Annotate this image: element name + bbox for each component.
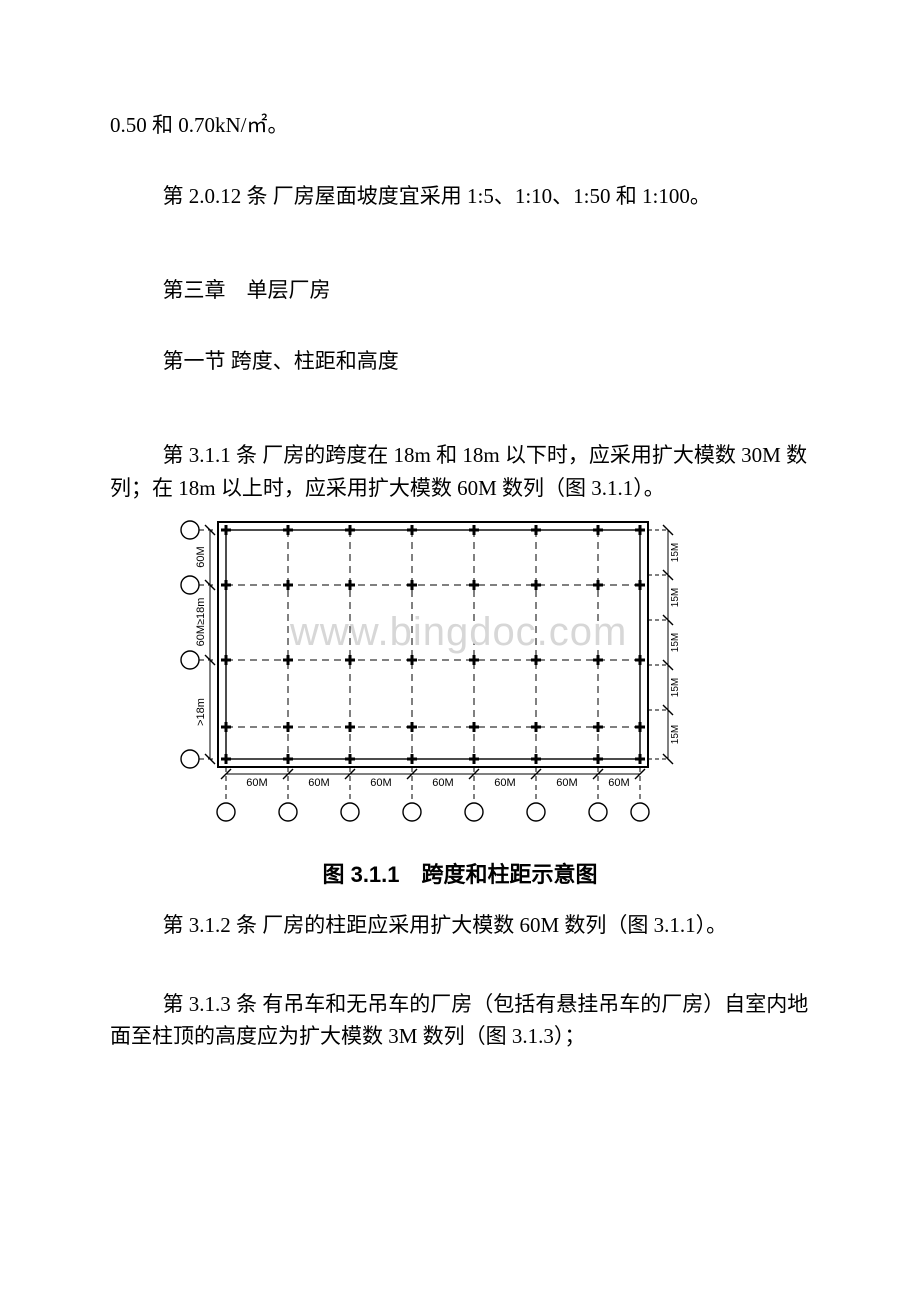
svg-text:15M: 15M <box>670 588 681 607</box>
span-diagram-svg: 60M 60M≥18m >18m 15M 15M 15M 15M 15M 60M 60M 60M 60… <box>148 512 688 842</box>
svg-text:60M: 60M <box>556 777 577 789</box>
svg-text:60M: 60M <box>308 777 329 789</box>
continuation-line: 0.50 和 0.70kN/㎡。 <box>110 110 810 142</box>
svg-text:60M: 60M <box>195 547 207 568</box>
chapter-3-title: 第三章 单层厂房 <box>110 274 810 307</box>
clause-3-1-1: 第 3.1.1 条 厂房的跨度在 18m 和 18m 以下时，应采用扩大模数 3… <box>110 439 810 504</box>
svg-text:60M: 60M <box>246 777 267 789</box>
svg-text:15M: 15M <box>670 543 681 562</box>
section-1-title: 第一节 跨度、柱距和高度 <box>110 345 810 378</box>
svg-text:15M: 15M <box>670 725 681 744</box>
svg-text:15M: 15M <box>670 678 681 697</box>
figure-caption: 图 3.1.1 跨度和柱距示意图 <box>110 857 810 889</box>
svg-text:60M: 60M <box>370 777 391 789</box>
svg-text:15M: 15M <box>670 633 681 652</box>
svg-text:60M: 60M <box>494 777 515 789</box>
svg-text:>18m: >18m <box>195 698 207 726</box>
svg-text:60M: 60M <box>432 777 453 789</box>
svg-text:60M≥18m: 60M≥18m <box>195 598 207 647</box>
clause-3-1-3: 第 3.1.3 条 有吊车和无吊车的厂房（包括有悬挂吊车的厂房）自室内地面至柱顶… <box>110 988 810 1053</box>
figure-3-1-1: 60M 60M≥18m >18m 15M 15M 15M 15M 15M 60M 60M 60M 60… <box>148 512 688 847</box>
clause-2-0-12: 第 2.0.12 条 厂房屋面坡度宜采用 1:5、1:10、1:50 和 1:1… <box>110 180 810 213</box>
svg-text:60M: 60M <box>608 777 629 789</box>
clause-3-1-2: 第 3.1.2 条 厂房的柱距应采用扩大模数 60M 数列（图 3.1.1）。 <box>110 909 810 942</box>
